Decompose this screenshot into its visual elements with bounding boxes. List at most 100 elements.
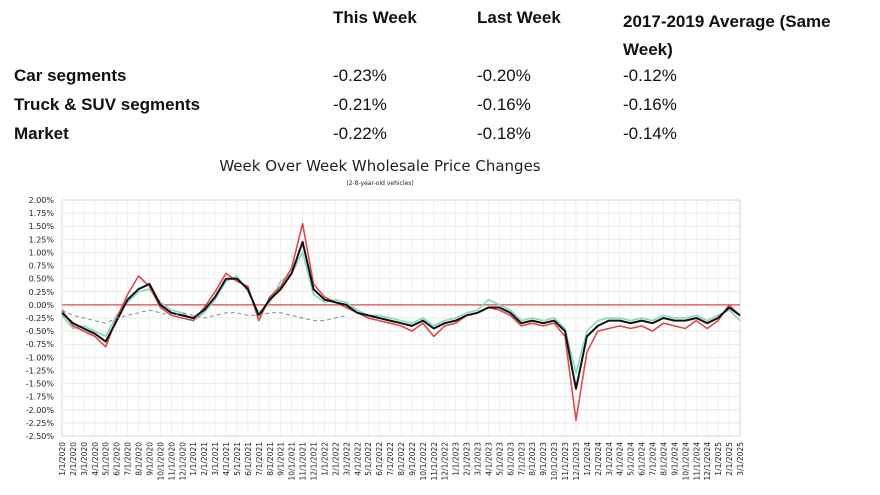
y-tick-label: 0.50% — [29, 275, 55, 284]
y-tick-label: 1.00% — [29, 248, 55, 257]
y-tick-label: -1.25% — [26, 366, 55, 375]
x-tick-label: 3/1/2024 — [605, 442, 614, 476]
y-tick-label: -2.25% — [26, 419, 55, 428]
x-tick-label: 11/1/2024 — [692, 442, 701, 481]
x-tick-label: 11/1/2020 — [167, 442, 176, 481]
x-tick-label: 4/1/2021 — [222, 442, 231, 476]
x-tick-label: 1/1/2022 — [320, 442, 329, 476]
table-cell: -0.23% — [333, 66, 387, 85]
y-tick-label: -2.00% — [26, 406, 55, 415]
x-tick-label: 8/1/2021 — [266, 442, 275, 476]
x-tick-label: 9/1/2020 — [145, 442, 154, 476]
x-tick-label: 5/1/2023 — [495, 442, 504, 476]
chart-title: Week Over Week Wholesale Price Changes — [219, 157, 540, 175]
y-tick-label: 0.00% — [29, 301, 55, 310]
x-tick-label: 8/1/2020 — [135, 442, 144, 476]
table-cell: -0.16% — [477, 95, 531, 114]
chart-subtitle: (2-8-year-old vehicles) — [346, 180, 413, 187]
x-tick-label: 4/1/2023 — [484, 442, 493, 476]
y-tick-label: -0.50% — [26, 327, 55, 336]
x-tick-label: 6/1/2021 — [244, 442, 253, 476]
x-tick-label: 9/1/2024 — [670, 442, 679, 476]
x-tick-label: 10/1/2020 — [156, 442, 165, 481]
x-tick-label: 3/1/2021 — [211, 442, 220, 476]
x-tick-label: 2/1/2024 — [594, 442, 603, 476]
y-tick-label: -0.75% — [26, 340, 55, 349]
x-tick-label: 9/1/2023 — [539, 442, 548, 476]
x-tick-label: 7/1/2021 — [255, 442, 264, 476]
table-cell: -0.14% — [623, 124, 677, 143]
x-tick-label: 10/1/2024 — [681, 442, 690, 481]
table-cell: -0.18% — [477, 124, 531, 143]
x-tick-label: 11/1/2022 — [430, 442, 439, 481]
x-tick-label: 3/1/2025 — [736, 442, 745, 476]
row-label: Truck & SUV segments — [14, 95, 201, 114]
x-tick-label: 7/1/2023 — [517, 442, 526, 476]
x-tick-label: 3/1/2023 — [474, 442, 483, 476]
column-header: Last Week — [477, 8, 561, 27]
series-line — [61, 309, 347, 324]
x-tick-label: 1/1/2025 — [714, 442, 723, 476]
y-tick-label: 2.00% — [29, 196, 55, 205]
series-line — [61, 222, 741, 422]
y-tick-label: 1.75% — [29, 209, 55, 218]
table-cell: -0.12% — [623, 66, 677, 85]
y-tick-label: 1.50% — [29, 222, 55, 231]
y-tick-label: 0.75% — [29, 262, 55, 271]
chart: Week Over Week Wholesale Price Changes (… — [26, 157, 745, 481]
column-header: 2017-2019 Average (Same Week) — [623, 12, 831, 59]
x-tick-label: 1/1/2023 — [452, 442, 461, 476]
x-tick-label: 2/1/2023 — [463, 442, 472, 476]
x-tick-label: 10/1/2023 — [550, 442, 559, 481]
x-tick-label: 3/1/2020 — [80, 442, 89, 476]
x-tick-label: 1/1/2021 — [189, 442, 198, 476]
x-tick-label: 7/1/2020 — [124, 442, 133, 476]
table-cell: -0.20% — [477, 66, 531, 85]
x-tick-label: 1/1/2024 — [583, 442, 592, 476]
x-tick-label: 6/1/2020 — [113, 442, 122, 476]
x-tick-label: 5/1/2020 — [102, 442, 111, 476]
x-tick-label: 5/1/2024 — [627, 442, 636, 476]
x-tick-label: 9/1/2022 — [408, 442, 417, 476]
x-tick-label: 7/1/2024 — [649, 442, 658, 476]
series-line — [61, 251, 741, 374]
x-tick-label: 11/1/2021 — [299, 442, 308, 481]
x-tick-label: 6/1/2022 — [375, 442, 384, 476]
x-tick-label: 6/1/2023 — [506, 442, 515, 476]
y-tick-label: 1.25% — [29, 235, 55, 244]
table-cell: -0.16% — [623, 95, 677, 114]
x-tick-label: 12/1/2020 — [178, 442, 187, 481]
x-tick-label: 12/1/2021 — [310, 442, 319, 481]
row-label: Market — [14, 124, 69, 143]
x-tick-label: 8/1/2022 — [397, 442, 406, 476]
x-tick-label: 10/1/2022 — [419, 442, 428, 481]
x-tick-label: 11/1/2023 — [561, 442, 570, 481]
table-cell: -0.22% — [333, 124, 387, 143]
y-tick-label: -1.00% — [26, 353, 55, 362]
y-tick-label: -2.50% — [26, 432, 55, 441]
x-tick-label: 12/1/2024 — [703, 442, 712, 481]
x-tick-label: 8/1/2024 — [659, 442, 668, 476]
x-tick-label: 6/1/2024 — [638, 442, 647, 476]
x-tick-label: 3/1/2022 — [342, 442, 351, 476]
column-header: This Week — [333, 8, 417, 27]
x-tick-label: 5/1/2021 — [233, 442, 242, 476]
x-tick-label: 12/1/2023 — [572, 442, 581, 481]
plot-border — [61, 199, 741, 437]
x-tick-label: 4/1/2024 — [616, 442, 625, 476]
x-tick-label: 9/1/2021 — [277, 442, 286, 476]
x-tick-label: 12/1/2022 — [441, 442, 450, 481]
x-tick-label: 10/1/2021 — [288, 442, 297, 481]
x-tick-label: 4/1/2022 — [353, 442, 362, 476]
y-tick-label: -1.75% — [26, 393, 55, 402]
x-tick-label: 2/1/2025 — [725, 442, 734, 476]
x-tick-label: 5/1/2022 — [364, 442, 373, 476]
x-tick-label: 2/1/2020 — [69, 442, 78, 476]
table-cell: -0.21% — [333, 95, 387, 114]
x-tick-label: 1/1/2020 — [58, 442, 67, 476]
y-tick-label: 0.25% — [29, 288, 55, 297]
x-tick-label: 8/1/2023 — [528, 442, 537, 476]
x-tick-label: 2/1/2021 — [200, 442, 209, 476]
series-line — [61, 241, 741, 390]
